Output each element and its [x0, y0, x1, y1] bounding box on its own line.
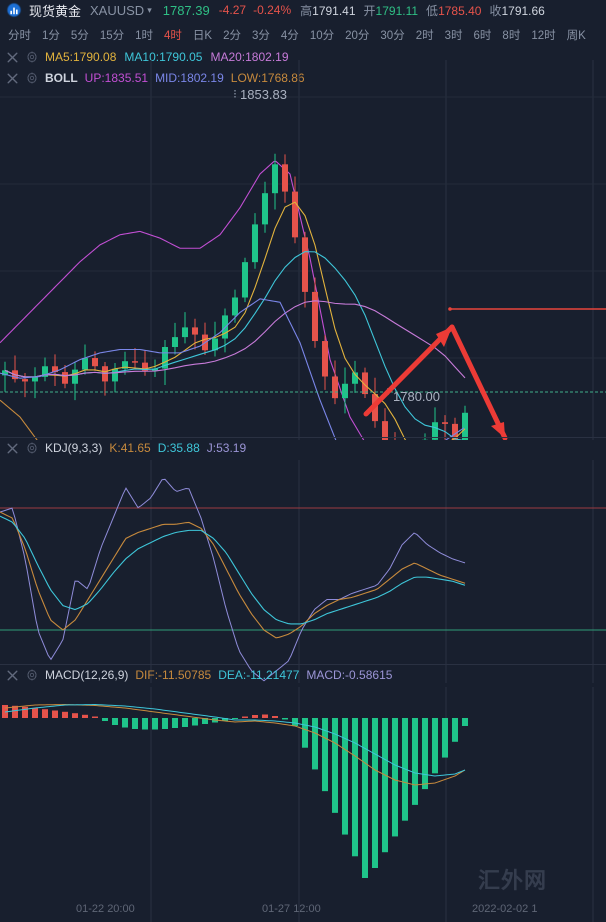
svg-text:1853.83: 1853.83 [240, 87, 287, 102]
svg-text:1780.00: 1780.00 [393, 389, 440, 404]
